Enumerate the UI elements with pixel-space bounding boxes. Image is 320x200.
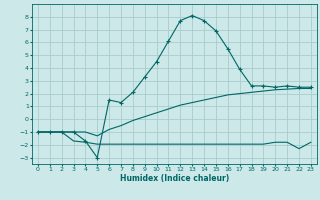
X-axis label: Humidex (Indice chaleur): Humidex (Indice chaleur) [120,174,229,183]
